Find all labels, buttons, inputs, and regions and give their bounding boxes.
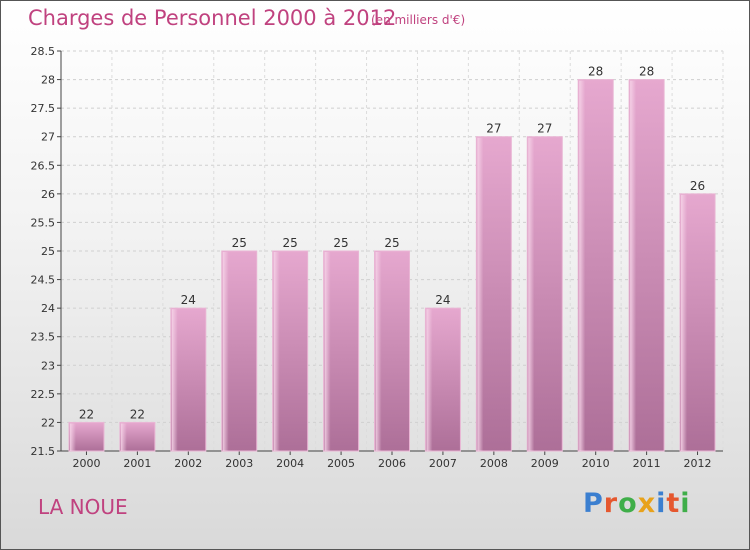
x-tick-label: 2012 [684, 457, 712, 470]
x-tick-label: 2002 [174, 457, 202, 470]
y-tick-label: 22 [41, 416, 55, 429]
bar-value-label: 24 [181, 293, 196, 307]
logo-letter: i [680, 488, 691, 519]
proxiti-logo[interactable]: Proxiti [583, 488, 691, 519]
x-tick-label: 2005 [327, 457, 355, 470]
y-tick-label: 23.5 [31, 331, 56, 344]
bar-highlight [579, 80, 586, 452]
x-tick-label: 2009 [531, 457, 559, 470]
y-tick-label: 24.5 [31, 274, 56, 287]
y-tick-label: 23 [41, 359, 55, 372]
x-tick-label: 2006 [378, 457, 406, 470]
bar-value-label: 22 [79, 407, 94, 421]
bar-highlight [681, 194, 688, 451]
bar-value-label: 27 [486, 122, 501, 136]
y-tick-label: 28.5 [31, 45, 56, 58]
bar-highlight [426, 309, 433, 451]
chart-subtitle: (en milliers d'€) [371, 13, 466, 27]
bar-value-label: 24 [435, 293, 450, 307]
x-tick-label: 2003 [225, 457, 253, 470]
bar-highlight [477, 137, 484, 451]
x-tick-label: 2004 [276, 457, 304, 470]
y-tick-label: 25 [41, 245, 55, 258]
labels: 21.5 22 22.5 23 23.5 24 24.5 25 25.5 26 26.5 27 27.5… [31, 45, 712, 470]
x-tick-label: 2008 [480, 457, 508, 470]
bar-highlight [171, 309, 178, 451]
x-tick-label: 2010 [582, 457, 610, 470]
y-tick-label: 26 [41, 188, 55, 201]
y-tick-label: 27 [41, 131, 55, 144]
bar-highlight [630, 80, 637, 452]
logo-letter: r [603, 488, 619, 519]
bar-highlight [528, 137, 535, 451]
logo-letter: i [656, 488, 667, 519]
y-tick-label: 22.5 [31, 388, 56, 401]
logo-letter: o [618, 488, 638, 519]
bar-highlight [120, 423, 127, 451]
logo-letter: x [637, 488, 657, 519]
x-tick-label: 2011 [633, 457, 661, 470]
bar-highlight [324, 252, 331, 451]
bar-value-label: 28 [588, 65, 603, 79]
bar-value-label: 22 [130, 407, 145, 421]
y-tick-label: 25.5 [31, 216, 56, 229]
y-tick-label: 21.5 [31, 445, 56, 458]
x-tick-label: 2007 [429, 457, 457, 470]
bar-value-label: 27 [537, 122, 552, 136]
logo-letter: t [666, 488, 681, 519]
bar-value-label: 25 [232, 236, 247, 250]
bar-value-label: 25 [384, 236, 399, 250]
y-tick-label: 24 [41, 302, 55, 315]
bar-value-label: 28 [639, 65, 654, 79]
bar-value-label: 25 [283, 236, 298, 250]
bar-highlight [222, 252, 229, 451]
bar-highlight [375, 252, 382, 451]
logo-letter: P [583, 488, 604, 519]
x-tick-label: 2001 [123, 457, 151, 470]
y-tick-label: 26.5 [31, 159, 56, 172]
y-tick-label: 28 [41, 74, 55, 87]
x-tick-label: 2000 [72, 457, 100, 470]
bar-value-label: 25 [333, 236, 348, 250]
y-tick-label: 27.5 [31, 102, 56, 115]
bar-highlight [273, 252, 280, 451]
place-name: LA NOUE [38, 495, 128, 519]
bar-highlight [69, 423, 76, 451]
bar-value-label: 26 [690, 179, 705, 193]
bars [68, 79, 716, 452]
chart-title: Charges de Personnel 2000 à 2012 [28, 6, 397, 30]
